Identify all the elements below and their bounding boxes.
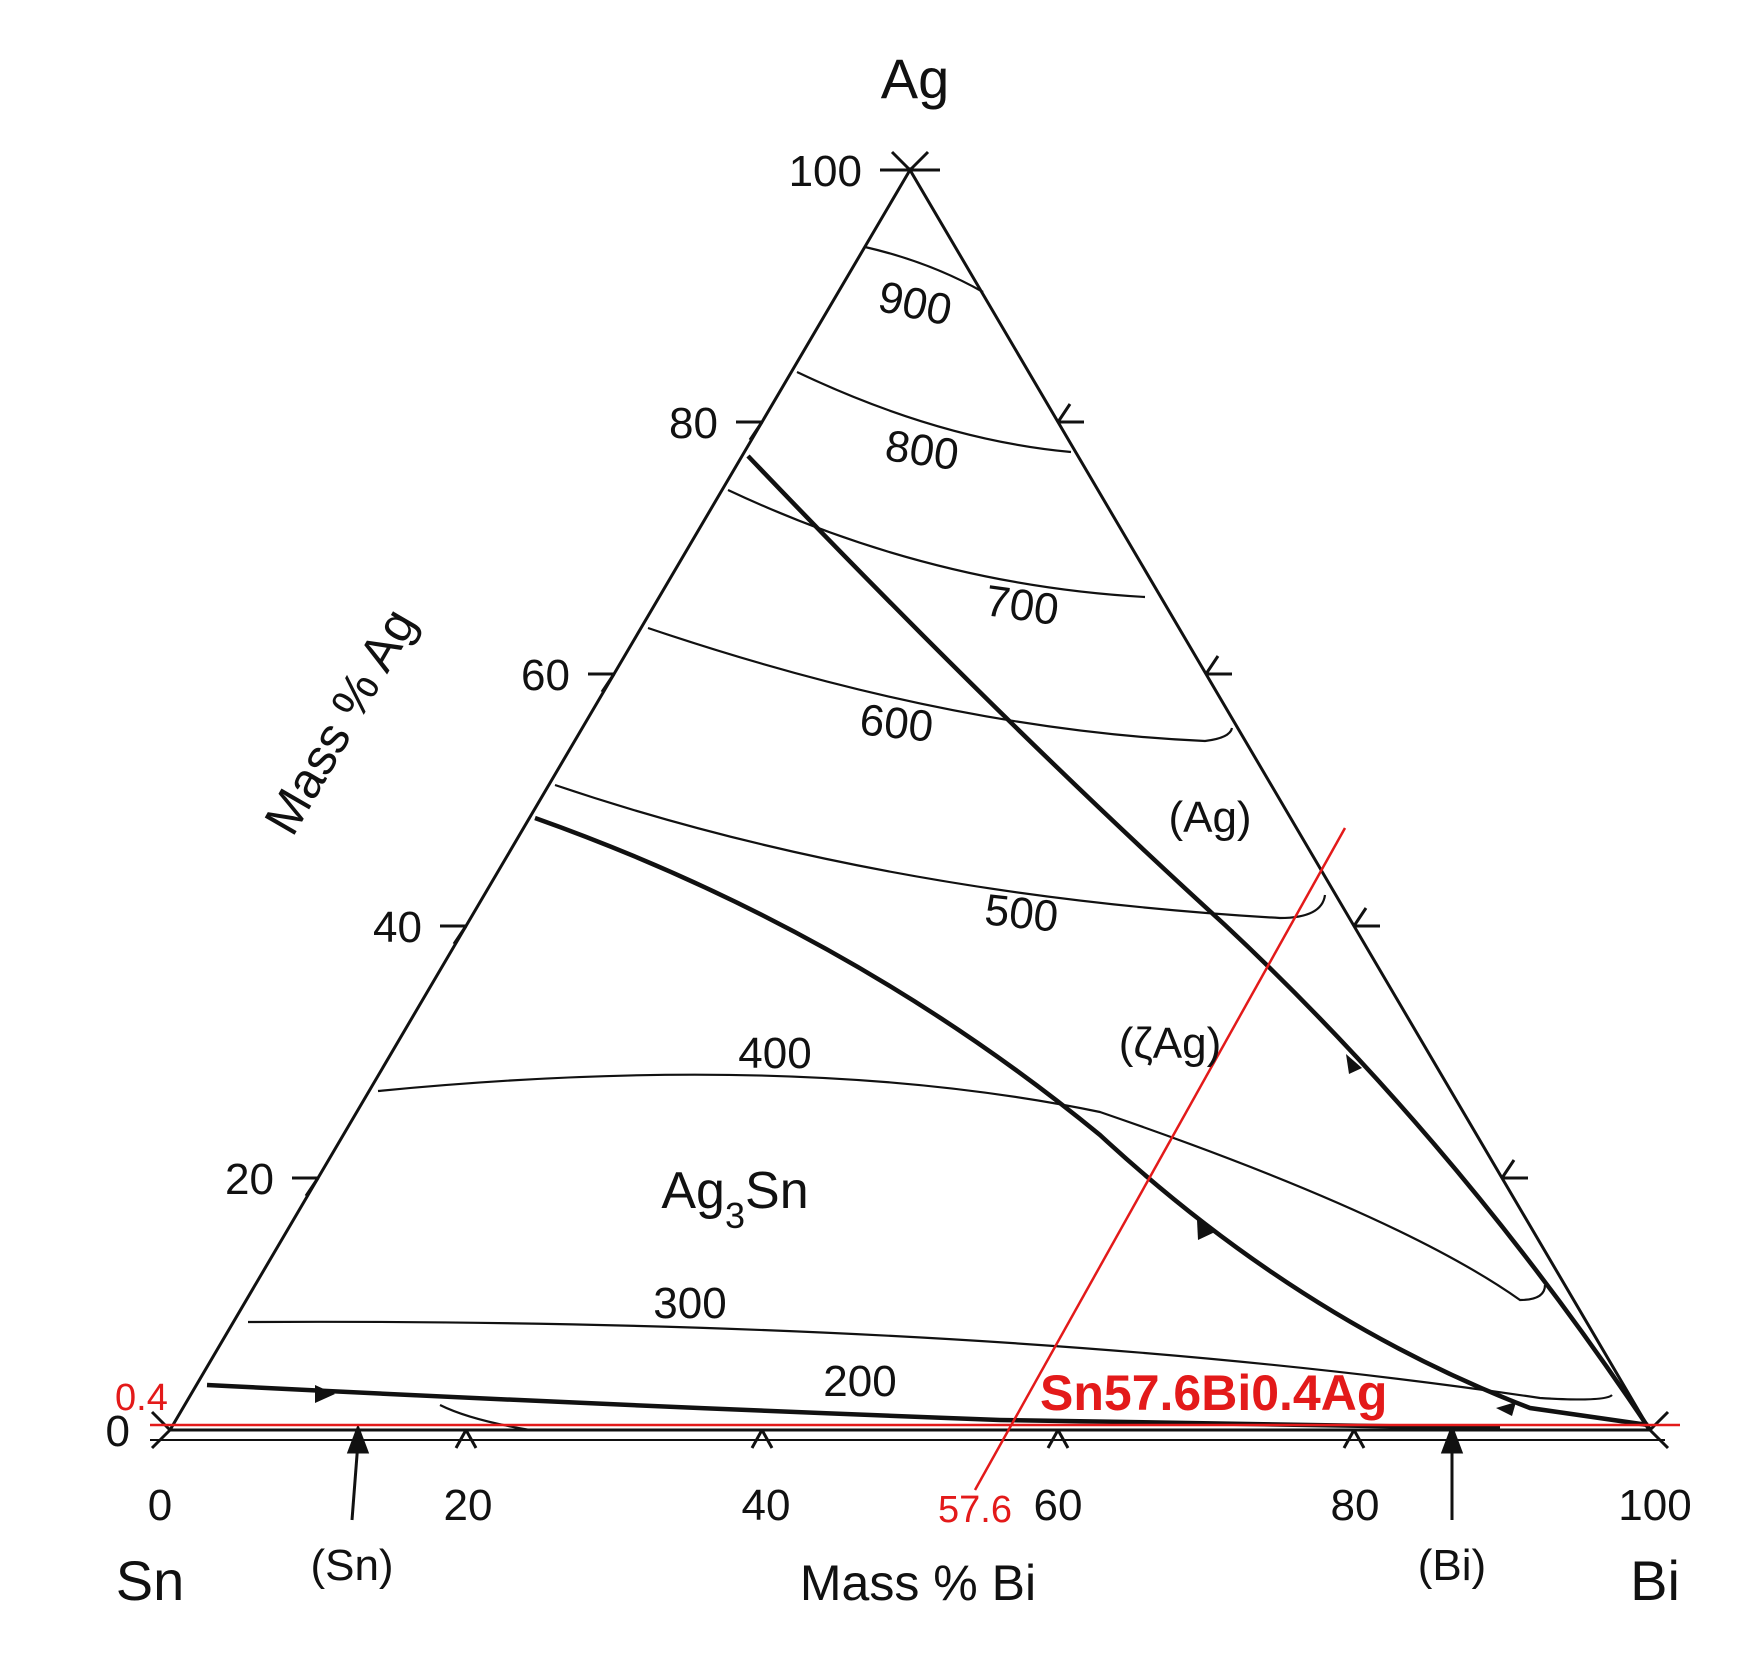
bi-57.6-line bbox=[973, 827, 1347, 1491]
isotherm-label-900: 900 bbox=[874, 272, 956, 335]
isotherm-300-line bbox=[247, 1320, 1613, 1401]
left-tick-100: 100 bbox=[789, 147, 862, 196]
isotherm-700-line bbox=[727, 489, 1146, 599]
phase-label-sn: (Sn) bbox=[310, 1541, 393, 1590]
left-tick-60: 60 bbox=[521, 651, 570, 700]
phase-label-zeta-ag: (ζAg) bbox=[1119, 1019, 1222, 1068]
corner-label-ag: Ag bbox=[881, 47, 950, 110]
arrow-icon bbox=[1346, 1054, 1362, 1074]
arrow-up-icon bbox=[1440, 1423, 1464, 1454]
phase-label-bi: (Bi) bbox=[1418, 1541, 1486, 1590]
bottom-edge-ticks bbox=[454, 1429, 1366, 1449]
bottom-tick-100: 100 bbox=[1618, 1481, 1691, 1530]
isotherm-600-line bbox=[647, 626, 1234, 743]
isotherm-label-400: 400 bbox=[738, 1029, 811, 1078]
isotherm-900-line bbox=[864, 245, 984, 293]
isotherm-400-line bbox=[377, 1073, 1547, 1302]
axis-title-ag: Mass % Ag bbox=[254, 599, 428, 844]
bottom-tick-20: 20 bbox=[444, 1481, 493, 1530]
isotherm-label-200: 200 bbox=[823, 1357, 896, 1406]
phase-label-ag: (Ag) bbox=[1168, 793, 1251, 842]
boundary-curves bbox=[206, 454, 1652, 1432]
ag-0.4-label: 0.4 bbox=[115, 1377, 168, 1419]
arrow-icon bbox=[315, 1385, 335, 1403]
zeta-ag3sn-boundary bbox=[534, 815, 1649, 1428]
isotherm-label-600: 600 bbox=[857, 695, 935, 751]
isotherm-800-line bbox=[796, 371, 1072, 454]
isotherm-200-line bbox=[439, 1404, 531, 1432]
left-edge-ticks bbox=[150, 150, 940, 1450]
left-tick-0: 0 bbox=[106, 1407, 130, 1456]
left-tick-40: 40 bbox=[373, 903, 422, 952]
bottom-tick-60: 60 bbox=[1034, 1481, 1083, 1530]
bottom-tick-80: 80 bbox=[1331, 1481, 1380, 1530]
arrow-icon bbox=[1197, 1220, 1215, 1240]
pointer-arrows bbox=[346, 1423, 1464, 1521]
ag3sn-sn-part: Sn bbox=[745, 1162, 809, 1220]
triangle-outline bbox=[167, 167, 1653, 1432]
valley-arrows bbox=[315, 1054, 1516, 1416]
ag-zeta-boundary bbox=[746, 454, 1652, 1432]
left-tick-80: 80 bbox=[669, 399, 718, 448]
phase-label-ag3sn: Ag3Sn bbox=[661, 1162, 808, 1236]
corner-label-sn: Sn bbox=[116, 1549, 185, 1612]
bi-57.6-label: 57.6 bbox=[938, 1489, 1012, 1531]
isotherm-label-300: 300 bbox=[653, 1279, 726, 1328]
ag3sn-subscript: 3 bbox=[725, 1195, 745, 1236]
isotherm-label-700: 700 bbox=[982, 576, 1062, 635]
isotherm-label-500: 500 bbox=[982, 885, 1060, 941]
right-edge-ticks bbox=[1056, 403, 1670, 1450]
arrow-icon bbox=[1496, 1402, 1516, 1416]
isotherm-label-800: 800 bbox=[882, 421, 962, 480]
composition-label: Sn57.6Bi0.4Ag bbox=[1040, 1365, 1387, 1421]
arrow-up-icon bbox=[346, 1423, 370, 1454]
ag3sn-ag-part: Ag bbox=[661, 1162, 725, 1220]
isotherm-500-line bbox=[554, 783, 1327, 920]
bottom-tick-0: 0 bbox=[148, 1481, 172, 1530]
isotherm-lines bbox=[247, 245, 1613, 1432]
left-tick-20: 20 bbox=[225, 1155, 274, 1204]
axis-title-bi: Mass % Bi bbox=[800, 1555, 1036, 1611]
bottom-tick-40: 40 bbox=[742, 1481, 791, 1530]
corner-label-bi: Bi bbox=[1630, 1549, 1680, 1612]
red-annotation-lines bbox=[150, 827, 1680, 1491]
